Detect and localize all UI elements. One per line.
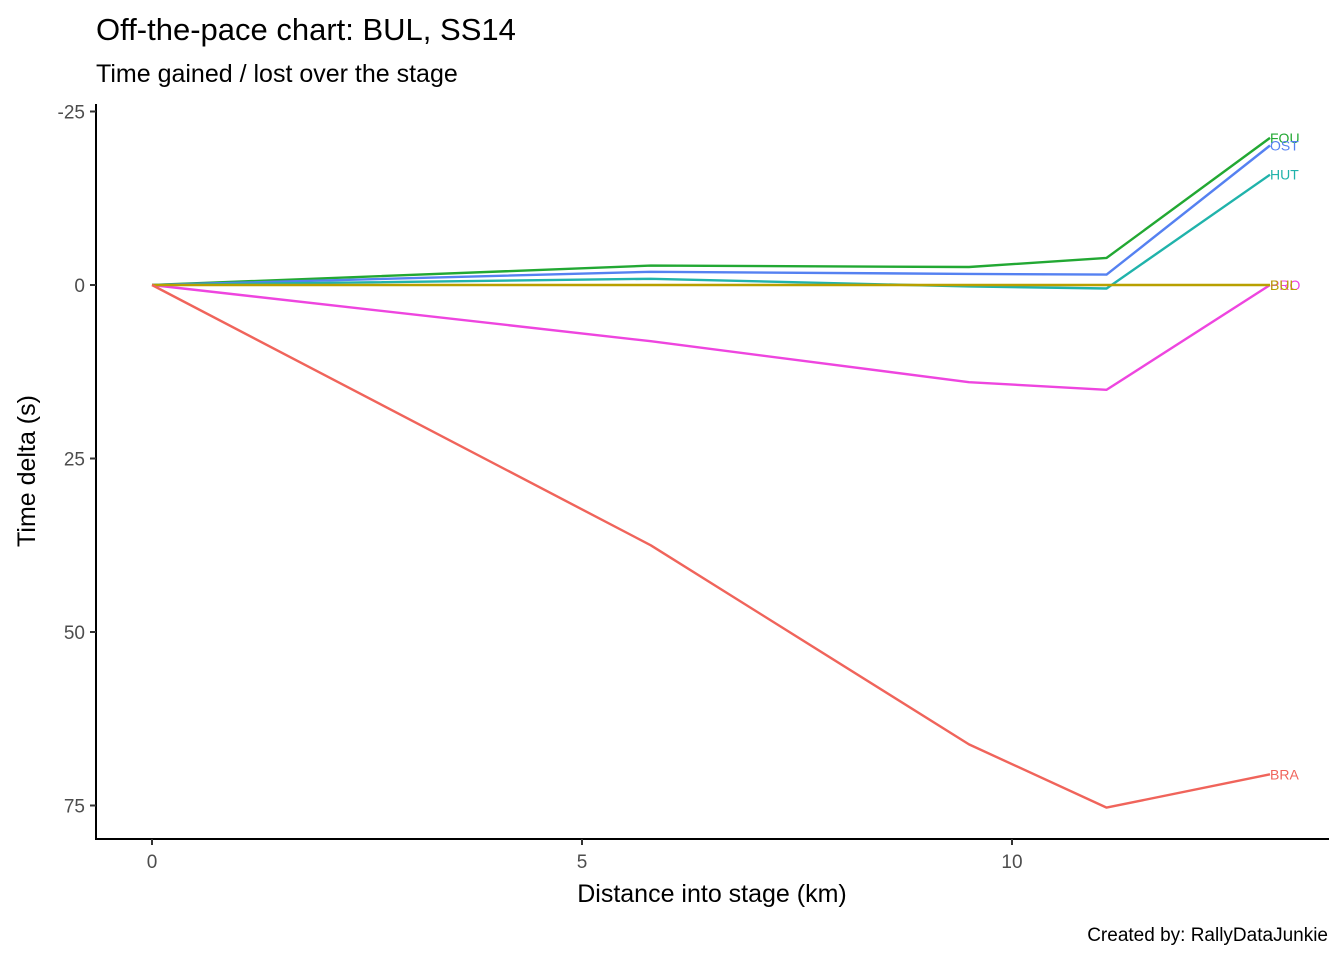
x-tick-label: 0 (147, 852, 158, 873)
x-tick-label: 10 (1001, 852, 1022, 873)
x-tick-label: 5 (577, 852, 588, 873)
y-tick-label: 0 (74, 276, 85, 297)
series-line-hut (151, 173, 1271, 290)
series-label-bul: BUL (1270, 277, 1297, 293)
x-axis-ticks: 0 5 10 (147, 839, 1023, 873)
series-label-pro: PRO (1270, 277, 1300, 293)
chart-title: Off-the-pace chart: BUL, SS14 (96, 12, 516, 47)
y-axis-title: Time delta (s) (13, 395, 41, 547)
series-label-ost: OST (1270, 138, 1299, 154)
series-label-bra: BRA (1270, 766, 1299, 782)
y-tick-label: -25 (58, 103, 85, 124)
y-tick-label: 75 (64, 797, 85, 818)
y-tick-label: 50 (64, 623, 85, 644)
chart-caption: Created by: RallyDataJunkie (1087, 925, 1328, 946)
series-line-pro (151, 283, 1271, 391)
y-tick-label: 25 (64, 450, 85, 471)
x-axis-title: Distance into stage (km) (577, 880, 847, 908)
y-axis-ticks: -25 0 25 50 75 (58, 103, 96, 818)
series-label-hut: HUT (1270, 167, 1299, 183)
series-label-fou: FOU (1270, 130, 1300, 146)
series-lines (151, 136, 1271, 809)
chart-subtitle: Time gained / lost over the stage (96, 60, 458, 88)
series-line-bra (151, 283, 1271, 809)
series-line-ost (151, 144, 1271, 287)
series-line-fou (151, 136, 1271, 287)
